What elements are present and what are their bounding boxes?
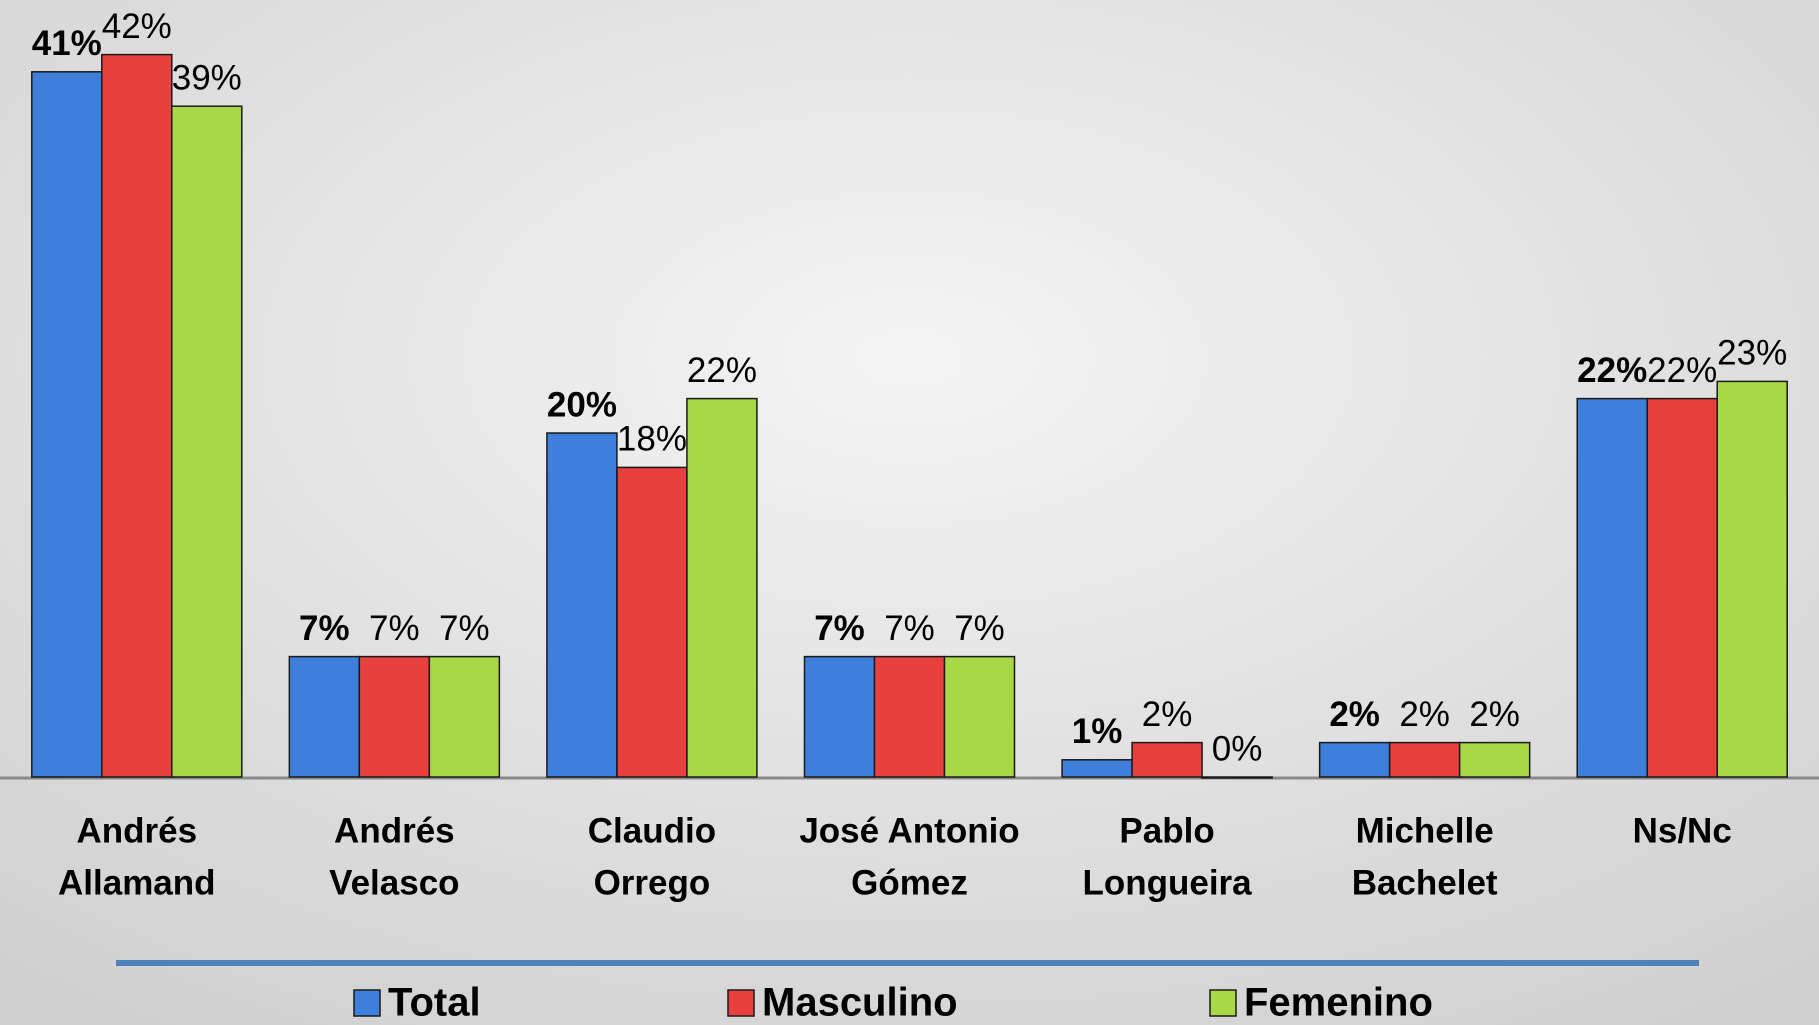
bar [31, 71, 103, 778]
value-label: 7% [814, 609, 865, 648]
x-tick-label: Claudio [588, 811, 716, 850]
bar [1131, 741, 1203, 778]
value-label: 2% [1399, 695, 1450, 734]
value-label: 1% [1072, 712, 1123, 751]
x-tick-label: Andrés [76, 811, 197, 850]
bar [1716, 380, 1788, 778]
bar [803, 655, 876, 778]
legend-swatch [353, 989, 381, 1017]
value-label: 7% [369, 609, 420, 648]
value-label: 2% [1469, 695, 1520, 734]
bar [288, 655, 361, 778]
bar [943, 655, 1016, 778]
value-label: 2% [1329, 695, 1380, 734]
x-tick-label: Allamand [58, 863, 216, 902]
value-label: 23% [1717, 334, 1787, 373]
bar [1318, 741, 1391, 778]
bar [616, 466, 688, 778]
bar [546, 432, 618, 778]
bar [1576, 397, 1648, 778]
x-tick-label: José Antonio [799, 811, 1019, 850]
x-tick-label: Gómez [851, 863, 968, 902]
value-label: 7% [299, 609, 350, 648]
x-tick-label: Longueira [1082, 863, 1252, 902]
x-tick-label: Pablo [1119, 811, 1214, 850]
value-label: 22% [1577, 351, 1647, 390]
value-label: 7% [439, 609, 490, 648]
bar [358, 655, 431, 778]
value-label: 2% [1142, 695, 1193, 734]
value-label: 42% [102, 7, 172, 46]
x-tick-label: Velasco [329, 863, 459, 902]
bar [1061, 759, 1133, 778]
x-tick-label: Andrés [334, 811, 455, 850]
x-tick-label: Ns/Nc [1633, 811, 1732, 850]
value-label: 39% [172, 58, 242, 97]
bar [171, 105, 243, 778]
x-tick-label: Orrego [594, 863, 711, 902]
bar [1458, 741, 1531, 778]
value-label: 7% [954, 609, 1005, 648]
value-label: 7% [884, 609, 935, 648]
legend-label: Total [388, 981, 481, 1025]
value-label: 41% [32, 24, 102, 63]
bar [873, 655, 946, 778]
bar [1201, 776, 1273, 779]
bar [1388, 741, 1461, 778]
value-label: 0% [1212, 729, 1263, 768]
legend-label: Masculino [762, 981, 958, 1025]
legend-label: Femenino [1244, 981, 1433, 1025]
value-label: 22% [1647, 351, 1717, 390]
legend-swatch [1209, 989, 1237, 1017]
bar [1646, 397, 1718, 778]
bar [686, 397, 758, 778]
x-tick-label: Michelle [1356, 811, 1494, 850]
legend-swatch [727, 989, 755, 1017]
bar [101, 53, 173, 778]
bar [428, 655, 501, 778]
x-tick-label: Bachelet [1352, 863, 1498, 902]
value-label: 18% [617, 420, 687, 459]
value-label: 22% [687, 351, 757, 390]
value-label: 20% [547, 385, 617, 424]
